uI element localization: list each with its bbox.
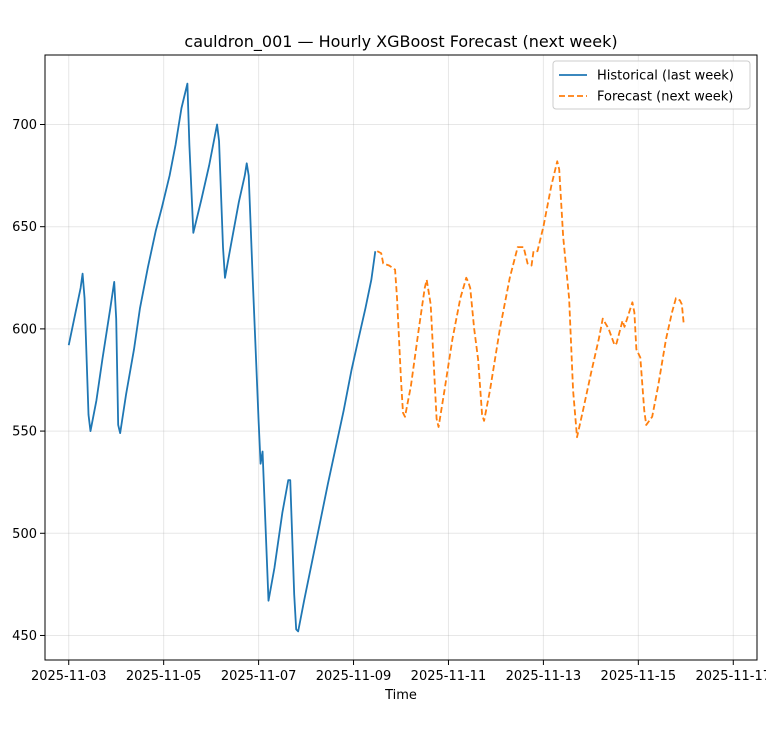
x-tick-label: 2025-11-13 bbox=[506, 669, 582, 684]
series-group bbox=[67, 82, 685, 633]
y-tick-label: 600 bbox=[12, 322, 37, 337]
y-tick-label: 500 bbox=[12, 527, 37, 542]
grid bbox=[45, 55, 757, 660]
series-line-forecast bbox=[376, 160, 685, 439]
plot-frame bbox=[44, 54, 758, 661]
x-tick-label: 2025-11-09 bbox=[316, 669, 392, 684]
x-tick-label: 2025-11-05 bbox=[126, 669, 202, 684]
x-tick-label: 2025-11-07 bbox=[221, 669, 297, 684]
legend-label: Forecast (next week) bbox=[597, 90, 733, 105]
y-tick-label: 650 bbox=[12, 220, 37, 235]
axes: 2025-11-03 2025-11-05 2025-11-07 2025-11-09… bbox=[12, 118, 766, 684]
chart-title: cauldron_001 — Hourly XGBoost Forecast (… bbox=[184, 32, 617, 52]
y-tick-label: 450 bbox=[12, 629, 37, 644]
series-line-historical bbox=[67, 82, 377, 633]
x-tick-label: 2025-11-15 bbox=[601, 669, 677, 684]
x-tick-label: 2025-11-11 bbox=[411, 669, 487, 684]
y-tick-label: 700 bbox=[12, 118, 37, 133]
legend-label: Historical (last week) bbox=[597, 69, 734, 84]
legend-box bbox=[552, 60, 751, 110]
x-tick-label: 2025-11-17 bbox=[695, 669, 766, 684]
x-axis-label: Time bbox=[384, 688, 417, 703]
x-tick-label: 2025-11-03 bbox=[31, 669, 107, 684]
y-tick-label: 550 bbox=[12, 425, 37, 440]
legend: Historical (last week) Forecast (next wee… bbox=[552, 60, 751, 110]
